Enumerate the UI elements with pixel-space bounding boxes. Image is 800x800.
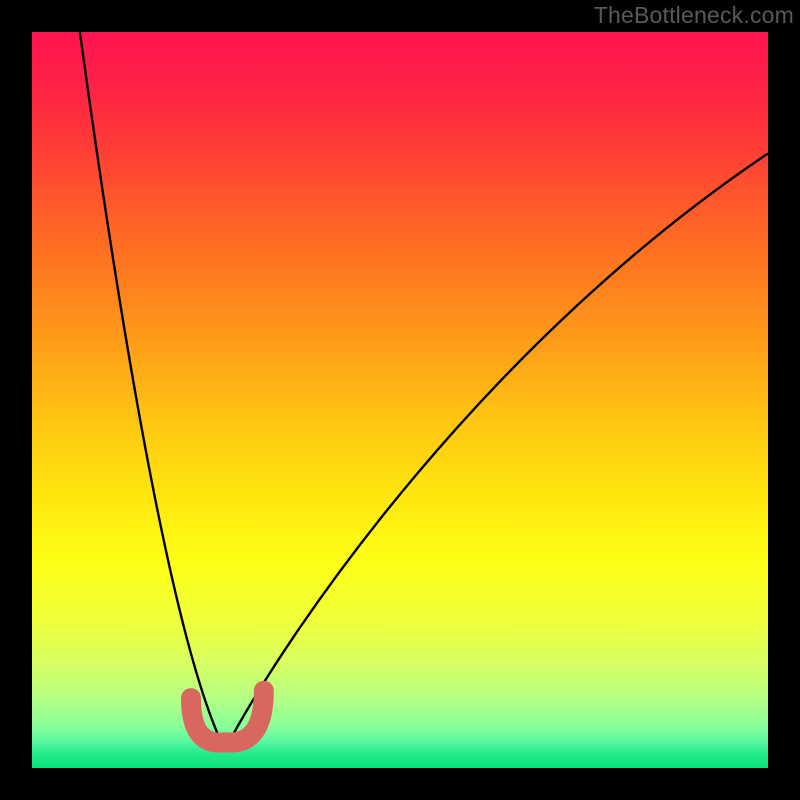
curve-layer: [32, 32, 768, 768]
bottleneck-curve: [80, 32, 768, 750]
watermark-text: TheBottleneck.com: [594, 2, 794, 29]
chart-stage: TheBottleneck.com: [0, 0, 800, 800]
plot-frame: [32, 32, 768, 768]
